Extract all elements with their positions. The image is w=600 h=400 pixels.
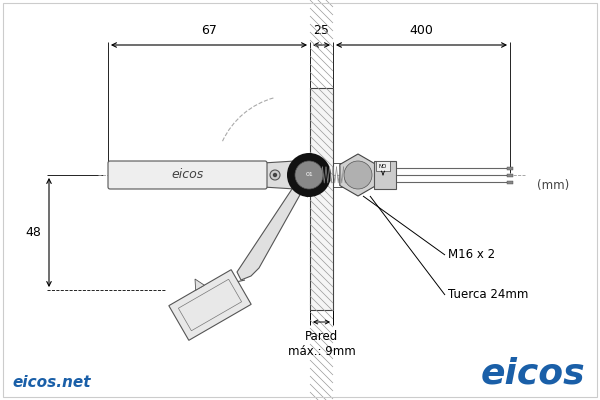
Bar (376, 161, 390, 171)
Circle shape (344, 161, 372, 189)
Text: 67: 67 (201, 24, 217, 37)
Text: NO: NO (379, 164, 387, 168)
Polygon shape (195, 279, 205, 290)
Polygon shape (169, 270, 251, 340)
Bar (507, 174, 513, 176)
Circle shape (274, 174, 277, 176)
Bar (507, 166, 513, 170)
Bar (310, 88, 333, 310)
Text: eicos.net: eicos.net (12, 375, 91, 390)
Text: Tuerca 24mm: Tuerca 24mm (448, 288, 529, 302)
Text: Pared
máx.: 9mm: Pared máx.: 9mm (287, 330, 355, 358)
Text: M16 x 2: M16 x 2 (448, 248, 495, 262)
Text: 48: 48 (25, 226, 41, 239)
Polygon shape (263, 161, 295, 189)
FancyBboxPatch shape (108, 161, 267, 189)
Text: 400: 400 (410, 24, 433, 37)
Text: 01: 01 (305, 172, 313, 178)
Text: eicos: eicos (172, 168, 203, 182)
Text: 25: 25 (314, 24, 329, 37)
Polygon shape (237, 185, 301, 280)
Text: (mm): (mm) (537, 178, 569, 192)
Text: eicos: eicos (481, 356, 585, 390)
Circle shape (270, 170, 280, 180)
Polygon shape (340, 154, 376, 196)
Circle shape (287, 153, 331, 197)
Bar (374, 161, 396, 189)
Bar (507, 180, 513, 184)
Circle shape (295, 161, 323, 189)
